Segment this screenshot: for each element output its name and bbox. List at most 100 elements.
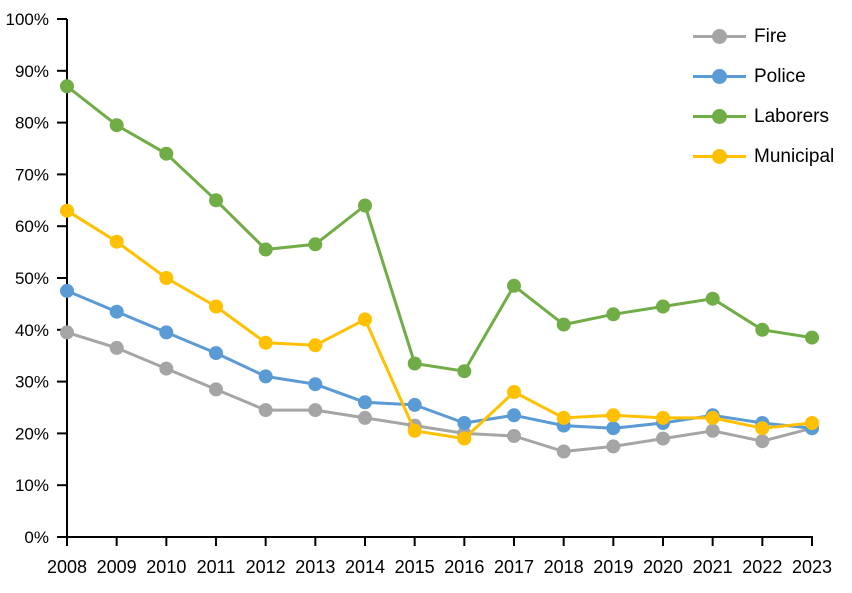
y-tick-label: 10%	[15, 476, 49, 495]
y-tick-label: 80%	[15, 114, 49, 133]
series-laborers-marker	[209, 193, 223, 208]
x-tick-label: 2009	[97, 557, 137, 577]
chart-legend: Fire Police Laborers Municipal	[693, 23, 834, 183]
series-fire-marker	[705, 423, 720, 438]
series-fire-marker	[755, 434, 770, 449]
y-tick-label: 50%	[15, 269, 49, 288]
series-laborers-marker	[258, 242, 273, 257]
series-laborers-marker	[308, 237, 323, 252]
legend-item-police: Police	[693, 63, 834, 90]
series-fire-marker	[656, 431, 670, 446]
series-police-marker	[60, 283, 74, 298]
series-laborers-marker	[805, 330, 819, 345]
y-tick-label: 40%	[15, 321, 49, 340]
legend-item-laborers: Laborers	[693, 103, 834, 130]
series-municipal-marker	[209, 299, 223, 314]
series-municipal	[60, 203, 819, 446]
x-tick-label: 2011	[197, 557, 236, 577]
series-police-marker	[407, 397, 422, 412]
series-laborers-marker	[358, 198, 372, 213]
x-tick-label: 2015	[395, 557, 435, 577]
series-laborers	[60, 79, 819, 379]
series-municipal-marker	[109, 234, 124, 249]
series-fire-marker	[308, 403, 323, 418]
series-laborers-line	[65, 84, 814, 373]
series-laborers-marker	[755, 322, 770, 337]
x-tick-label: 2008	[47, 557, 87, 577]
series-municipal-marker	[358, 312, 372, 327]
x-tick-label: 2012	[246, 557, 286, 577]
y-tick-label: 20%	[15, 424, 49, 443]
legend-label-municipal: Municipal	[754, 146, 835, 167]
series-municipal-marker	[656, 410, 670, 425]
series-laborers-marker	[109, 118, 124, 133]
series-fire	[60, 325, 819, 459]
series-laborers-marker	[457, 364, 472, 379]
series-laborers-marker	[606, 307, 621, 322]
series-fire-marker	[209, 382, 223, 397]
series-municipal-marker	[606, 408, 621, 423]
y-tick-label: 90%	[15, 62, 49, 81]
x-tick-label: 2022	[742, 557, 782, 577]
x-tick-label: 2023	[792, 557, 832, 577]
x-tick-label: 2019	[593, 557, 633, 577]
x-tick-label: 2014	[345, 557, 385, 577]
municipal-line-marker-icon	[693, 143, 746, 170]
x-tick-label: 2016	[444, 557, 484, 577]
series-police-marker	[209, 346, 223, 361]
series-laborers-marker	[507, 278, 521, 293]
y-tick-label: 70%	[15, 165, 49, 184]
series-laborers-marker	[159, 146, 174, 161]
series-fire-marker	[109, 340, 124, 355]
series-fire-marker	[358, 410, 372, 425]
x-tick-label: 2010	[146, 557, 186, 577]
laborers-line-marker-icon	[693, 103, 746, 130]
x-tick-label: 2018	[544, 557, 584, 577]
series-police-marker	[308, 377, 323, 392]
series-police-marker	[159, 325, 174, 340]
series-laborers-marker	[60, 79, 74, 94]
police-line-marker-icon	[693, 63, 746, 90]
x-tick-label: 2021	[693, 557, 733, 577]
legend-label-fire: Fire	[754, 26, 787, 47]
y-tick-label: 100%	[6, 10, 49, 29]
x-tick-label: 2020	[643, 557, 683, 577]
legend-label-police: Police	[754, 66, 806, 87]
series-fire-marker	[556, 444, 571, 459]
fire-line-marker-icon	[693, 23, 746, 50]
series-municipal-marker	[705, 410, 720, 425]
series-police-marker	[358, 395, 372, 410]
series-police-marker	[109, 304, 124, 319]
series-police-marker	[457, 416, 472, 430]
series-police-marker	[258, 369, 273, 384]
series-fire-marker	[159, 361, 174, 376]
series-laborers-marker	[656, 299, 670, 314]
series-municipal-marker	[60, 203, 74, 218]
legend-label-laborers: Laborers	[754, 106, 829, 127]
series-fire-marker	[507, 429, 521, 443]
series-police-marker	[507, 408, 521, 423]
series-fire-marker	[60, 325, 74, 340]
series-police-marker	[606, 421, 621, 436]
series-municipal-marker	[755, 421, 770, 436]
series-municipal-marker	[407, 423, 422, 438]
series-police	[60, 283, 819, 436]
series-municipal-marker	[507, 385, 521, 399]
series-fire-marker	[258, 403, 273, 418]
series-municipal-marker	[805, 416, 819, 430]
series-municipal-marker	[457, 431, 472, 446]
y-tick-label: 0%	[24, 528, 49, 547]
series-municipal-line	[65, 209, 814, 441]
series-laborers-marker	[705, 291, 720, 306]
x-tick-label: 2013	[295, 557, 335, 577]
series-municipal-marker	[556, 410, 571, 425]
y-tick-label: 30%	[15, 373, 49, 392]
y-tick-label: 60%	[15, 217, 49, 236]
series-municipal-marker	[258, 335, 273, 350]
x-tick-label: 2017	[494, 557, 534, 577]
series-municipal-marker	[159, 271, 174, 285]
series-laborers-marker	[407, 356, 422, 371]
legend-item-fire: Fire	[693, 23, 834, 50]
